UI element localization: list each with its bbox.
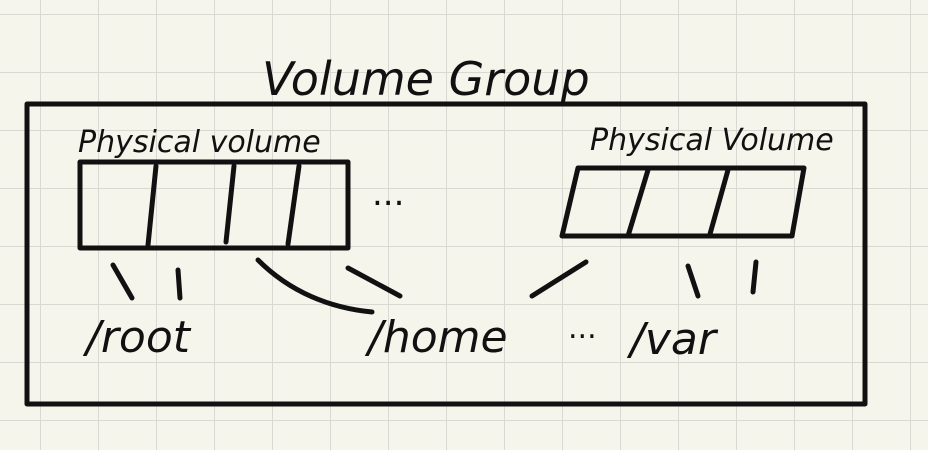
physical-volume-1 (77, 159, 351, 251)
physical-volume-1-label: Physical volume (78, 125, 321, 160)
mount-home: /home (364, 312, 508, 363)
volume-group-box (24, 101, 868, 407)
physical-volume-2 (559, 165, 807, 239)
connectors (110, 257, 759, 315)
mount-root: /root (82, 312, 192, 363)
volumes-ellipsis: ... (372, 174, 404, 214)
mounts-ellipsis: ... (568, 311, 597, 346)
mount-var: /var (626, 314, 719, 365)
volume-group-title: Volume Group (262, 52, 590, 106)
physical-volume-2-label: Physical Volume (590, 123, 834, 158)
